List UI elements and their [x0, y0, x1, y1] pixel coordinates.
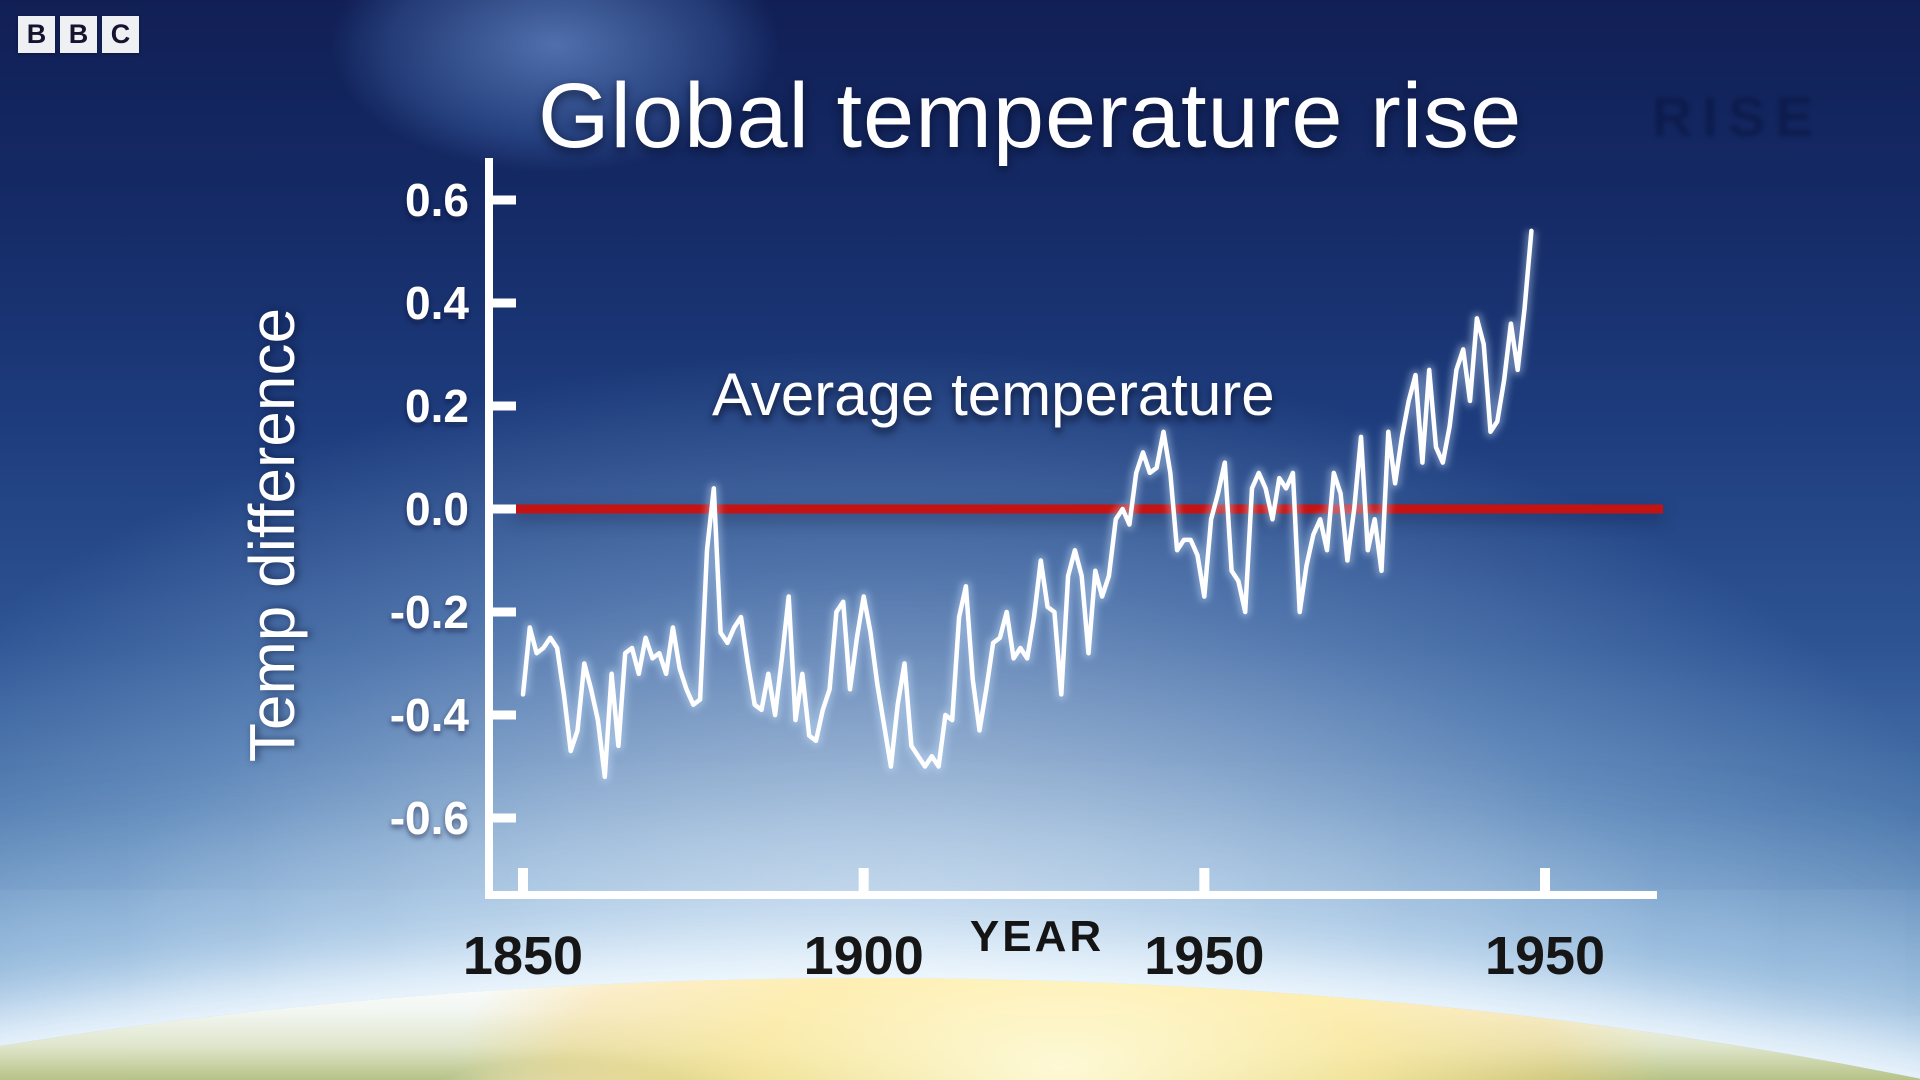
bbc-logo: B B C [18, 16, 139, 53]
bbc-logo-block-3: C [102, 16, 139, 53]
bbc-logo-block-1: B [18, 16, 55, 53]
x-tick-label: 1950 [1144, 926, 1264, 986]
y-tick-label: -0.4 [390, 689, 470, 741]
bbc-logo-block-2: B [60, 16, 97, 53]
y-tick-label: 0.2 [405, 380, 469, 432]
x-tick-label: 1850 [463, 926, 583, 986]
bbc-letter: B [26, 19, 47, 49]
x-axis-title: YEAR [969, 912, 1105, 961]
bbc-letter: B [68, 19, 89, 49]
average-temperature-label: Average temperature [712, 361, 1275, 428]
bbc-letter: C [110, 19, 131, 49]
y-axis-title: Temp difference [236, 307, 308, 763]
y-tick-label: -0.2 [390, 586, 469, 638]
x-tick-label: 1950 [1485, 926, 1605, 986]
ghost-rise-text: RISE [1652, 85, 1823, 148]
x-tick-label: 1900 [804, 926, 924, 986]
temperature-series-glow [517, 230, 1537, 783]
y-tick-label: 0.6 [405, 174, 469, 226]
y-tick-label: -0.6 [390, 792, 469, 844]
temperature-series-line [520, 228, 1534, 780]
y-tick-label: 0.0 [405, 483, 469, 535]
page-title: Global temperature rise [538, 65, 1523, 167]
y-tick-label: 0.4 [405, 277, 469, 329]
